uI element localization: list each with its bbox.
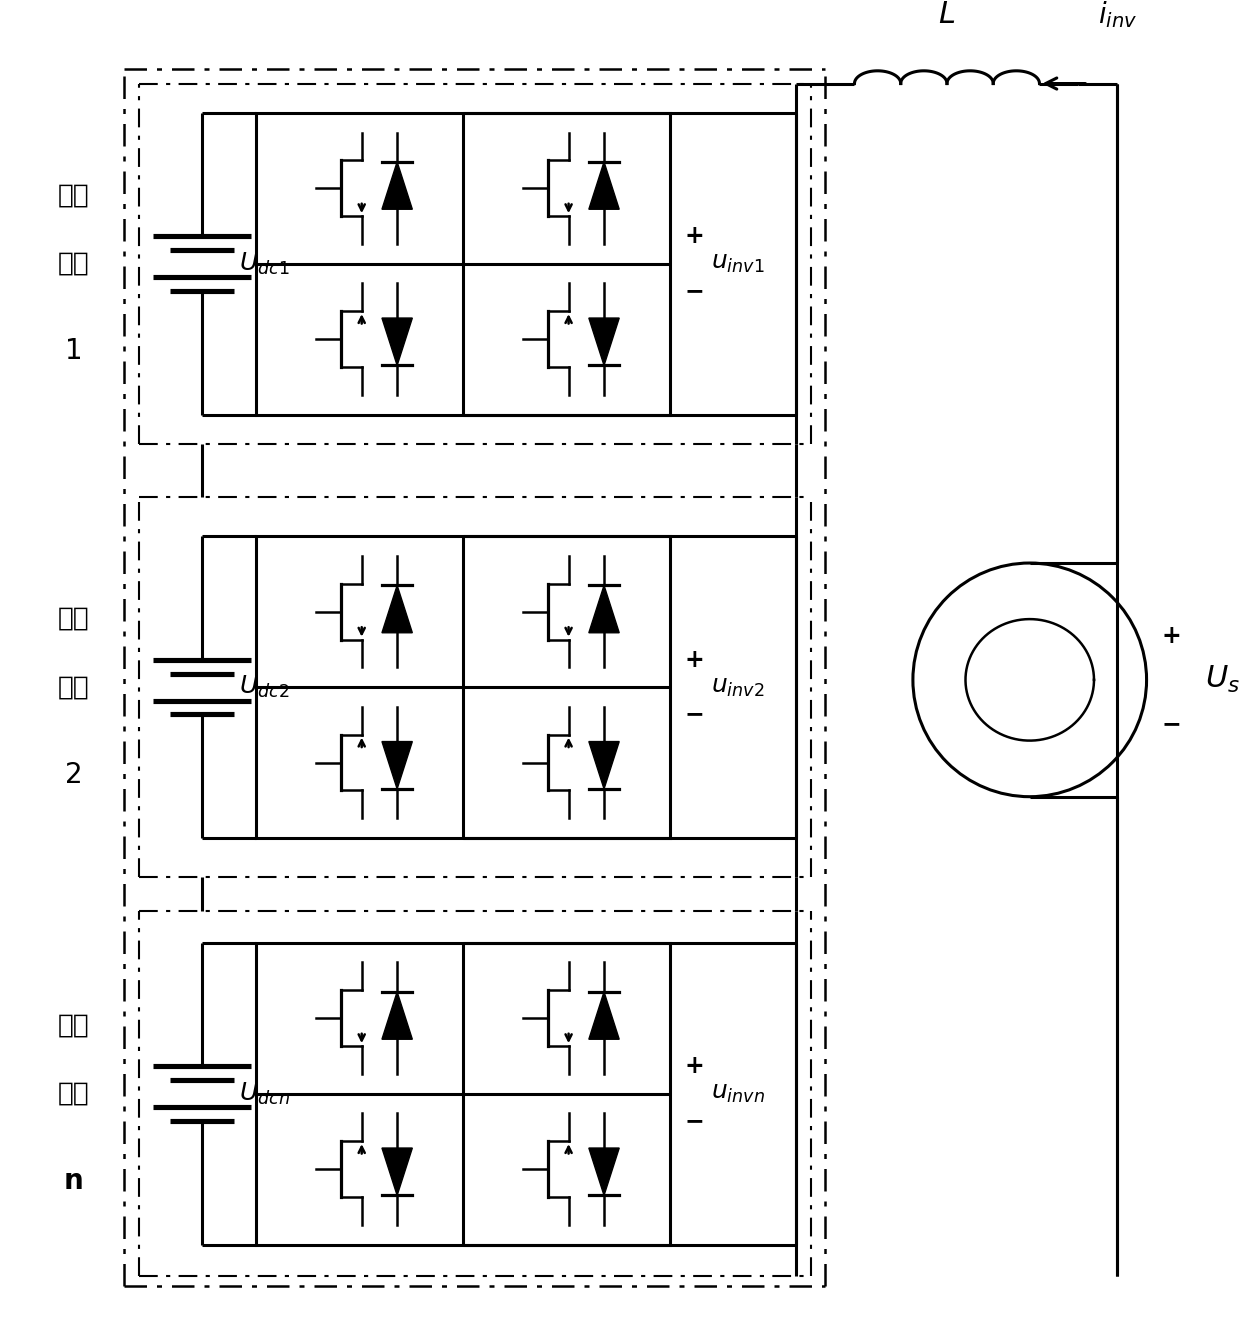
Text: +: + bbox=[684, 224, 704, 248]
Bar bbox=[256, 536, 669, 838]
Polygon shape bbox=[589, 318, 619, 366]
Text: 单元: 单元 bbox=[57, 675, 90, 700]
Text: 单元: 单元 bbox=[57, 1081, 90, 1106]
Polygon shape bbox=[589, 162, 619, 210]
Text: $U_{dc1}$: $U_{dc1}$ bbox=[240, 251, 290, 277]
Text: 级联: 级联 bbox=[57, 1012, 90, 1039]
Text: n: n bbox=[64, 1167, 84, 1196]
Text: 1: 1 bbox=[65, 338, 82, 366]
Text: $u_{inv2}$: $u_{inv2}$ bbox=[711, 676, 765, 698]
Polygon shape bbox=[382, 162, 412, 210]
Text: $U_s$: $U_s$ bbox=[1206, 664, 1241, 696]
Polygon shape bbox=[589, 742, 619, 789]
Polygon shape bbox=[382, 742, 412, 789]
Text: 2: 2 bbox=[65, 760, 82, 789]
Bar bbox=[256, 942, 669, 1245]
Polygon shape bbox=[589, 991, 619, 1039]
Polygon shape bbox=[589, 1148, 619, 1196]
Text: 级联: 级联 bbox=[57, 606, 90, 632]
Polygon shape bbox=[382, 318, 412, 366]
Text: $i_{inv}$: $i_{inv}$ bbox=[1098, 0, 1137, 30]
Text: −: − bbox=[684, 1109, 704, 1133]
Text: $U_{dc2}$: $U_{dc2}$ bbox=[240, 675, 290, 701]
Polygon shape bbox=[382, 585, 412, 632]
Text: 级联: 级联 bbox=[57, 182, 90, 209]
Bar bbox=[256, 112, 669, 414]
Text: +: + bbox=[684, 1055, 704, 1078]
Text: $U_{dcn}$: $U_{dcn}$ bbox=[240, 1081, 290, 1106]
Polygon shape bbox=[382, 1148, 412, 1196]
Text: $L$: $L$ bbox=[938, 0, 956, 30]
Polygon shape bbox=[382, 991, 412, 1039]
Text: −: − bbox=[684, 702, 704, 726]
Text: $u_{invn}$: $u_{invn}$ bbox=[711, 1082, 765, 1105]
Text: $u_{inv1}$: $u_{inv1}$ bbox=[711, 252, 765, 275]
Text: −: − bbox=[684, 279, 704, 302]
Text: +: + bbox=[1161, 624, 1181, 648]
Text: +: + bbox=[684, 648, 704, 672]
Text: −: − bbox=[1161, 711, 1181, 735]
Text: 单元: 单元 bbox=[57, 251, 90, 277]
Polygon shape bbox=[589, 585, 619, 632]
